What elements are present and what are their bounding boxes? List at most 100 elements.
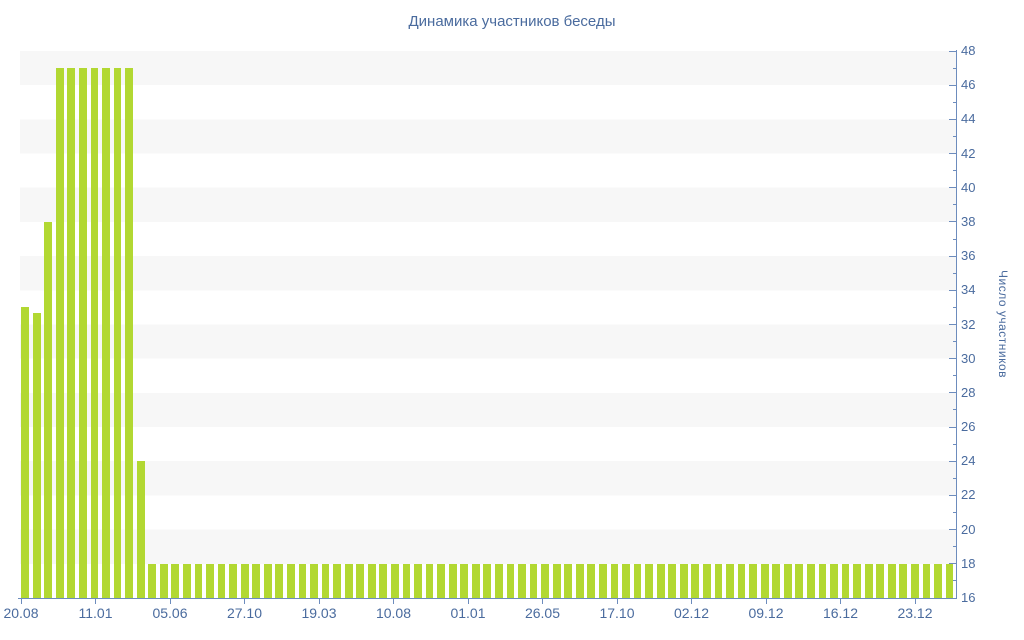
bar — [679, 563, 688, 598]
y-major-tick — [949, 494, 956, 496]
y-tick-label: 38 — [961, 213, 976, 229]
bar — [610, 563, 619, 598]
y-tick-label: 42 — [961, 145, 976, 161]
x-tick — [169, 599, 171, 604]
bar — [910, 563, 919, 598]
bar — [887, 563, 896, 598]
bar — [783, 563, 792, 598]
x-tick — [20, 599, 22, 604]
x-tick-label: 23.12 — [897, 605, 933, 621]
y-minor-tick — [952, 546, 956, 548]
bar — [44, 221, 53, 598]
bar — [321, 563, 330, 598]
bar — [32, 312, 41, 598]
bar — [252, 563, 261, 598]
y-tick-label: 30 — [961, 350, 976, 366]
bar — [668, 563, 677, 598]
y-minor-tick — [952, 135, 956, 137]
bar — [749, 563, 757, 598]
y-major-tick — [949, 324, 956, 325]
y-tick-label: 22 — [961, 487, 976, 503]
bar — [263, 563, 272, 598]
x-tick-label: 11.01 — [78, 605, 113, 621]
x-tick — [244, 599, 245, 604]
bar — [656, 563, 665, 598]
y-minor-tick — [952, 204, 956, 206]
bar — [645, 563, 653, 598]
y-tick-label: 26 — [961, 419, 976, 435]
bar — [425, 563, 434, 598]
y-minor-tick — [952, 67, 956, 69]
y-minor-tick — [952, 409, 956, 411]
bar — [356, 563, 365, 598]
bar — [506, 563, 515, 598]
y-major-tick — [949, 460, 956, 462]
y-tick-label: 34 — [961, 282, 976, 298]
bar — [275, 563, 284, 598]
y-tick-label: 16 — [961, 590, 976, 605]
x-axis-line — [18, 598, 957, 599]
bar — [379, 563, 388, 598]
bar — [148, 563, 157, 598]
bar — [494, 563, 503, 598]
y-major-tick — [949, 563, 956, 565]
bar — [622, 563, 630, 598]
bar — [194, 563, 203, 598]
x-tick — [393, 599, 394, 604]
x-tick — [765, 599, 767, 604]
bar — [67, 68, 76, 598]
bar — [240, 563, 249, 598]
x-tick — [95, 599, 96, 604]
bar — [876, 563, 885, 598]
bar — [691, 563, 700, 598]
bar — [159, 563, 168, 598]
x-tick-label: 19.03 — [301, 605, 337, 621]
bar — [333, 563, 341, 598]
bar — [841, 563, 850, 598]
y-axis-line — [956, 50, 957, 599]
y-major-tick — [949, 153, 956, 155]
x-tick — [840, 599, 841, 604]
bar — [78, 68, 87, 598]
x-tick-label: 17.10 — [599, 605, 635, 621]
y-minor-tick — [952, 306, 956, 308]
bar — [760, 563, 769, 598]
bar — [102, 68, 110, 598]
bar — [448, 563, 457, 598]
y-minor-tick — [952, 170, 956, 172]
bar — [113, 68, 122, 598]
bar — [310, 563, 318, 598]
y-major-tick — [949, 187, 956, 189]
bar — [899, 563, 908, 598]
y-tick-label: 20 — [961, 521, 976, 537]
x-tick-label: 02.12 — [673, 605, 710, 621]
bar — [217, 563, 226, 598]
y-major-tick — [949, 289, 956, 291]
bar — [598, 563, 607, 598]
y-major-tick — [949, 118, 956, 120]
bar — [853, 563, 861, 598]
bar — [864, 563, 873, 598]
y-minor-tick — [952, 443, 956, 445]
y-minor-tick — [952, 101, 956, 103]
x-tick-label: 05.06 — [152, 605, 188, 621]
y-tick-label: 32 — [961, 316, 976, 332]
y-major-tick — [949, 392, 956, 394]
bar — [437, 563, 445, 598]
bar — [471, 563, 480, 598]
bar — [934, 563, 942, 598]
bar — [390, 563, 399, 598]
y-minor-tick — [952, 512, 956, 514]
y-tick-label: 48 — [961, 43, 976, 58]
bar — [922, 563, 931, 598]
y-major-tick — [949, 84, 956, 86]
y-tick-label: 36 — [961, 248, 976, 264]
y-tick-label: 44 — [961, 111, 976, 127]
bar — [344, 563, 353, 598]
bar — [575, 563, 584, 598]
bar — [726, 563, 734, 598]
bar — [483, 563, 492, 598]
bar — [541, 563, 549, 598]
bar — [945, 563, 954, 598]
